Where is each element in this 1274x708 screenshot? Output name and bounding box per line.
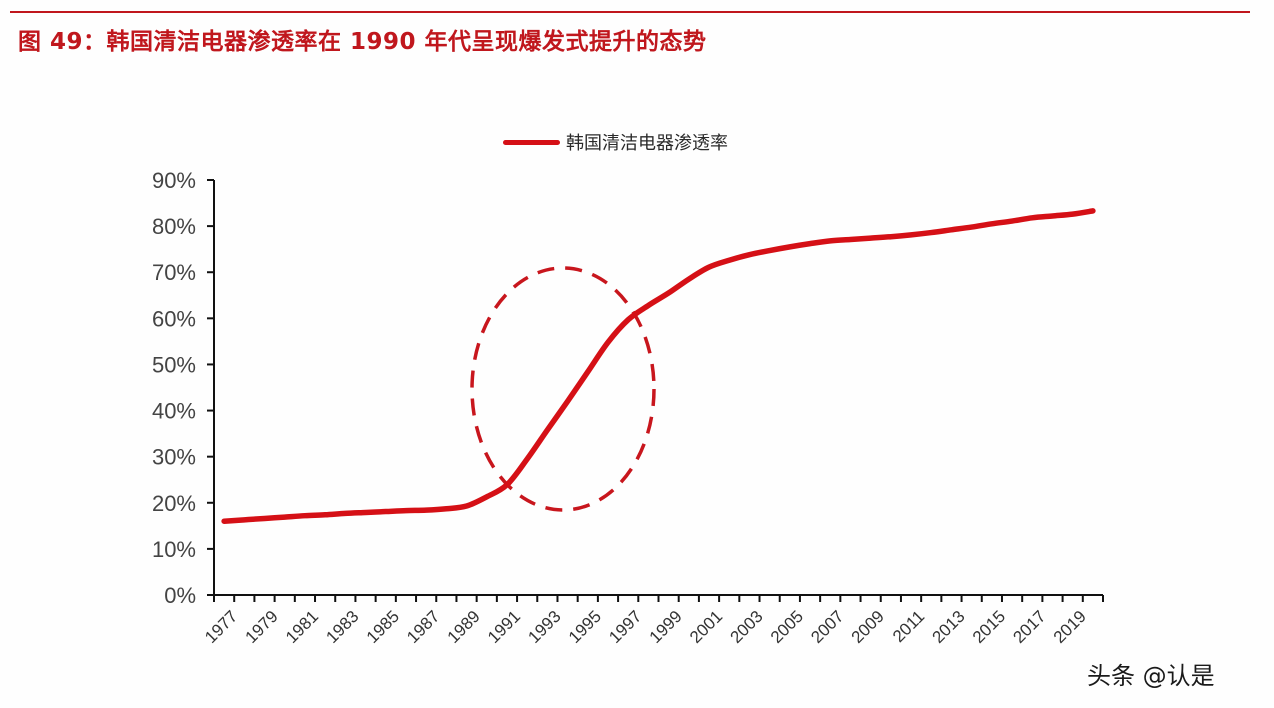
x-tick-label: 1995 (565, 607, 605, 647)
y-tick-label: 50% (152, 352, 196, 377)
y-tick-label: 90% (152, 168, 196, 193)
y-tick-label: 10% (152, 537, 196, 562)
x-tick-label: 1997 (605, 607, 645, 647)
x-tick-label: 2001 (686, 607, 726, 647)
x-tick-label: 1979 (242, 607, 282, 647)
x-tick-label: 1993 (524, 607, 564, 647)
y-tick-label: 40% (152, 399, 196, 424)
y-tick-label: 30% (152, 445, 196, 470)
x-tick-label: 1981 (282, 607, 322, 647)
figure-title: 图 49：韩国清洁电器渗透率在 1990 年代呈现爆发式提升的态势 (18, 29, 707, 55)
y-tick-label: 80% (152, 214, 196, 239)
highlight-ellipse (470, 266, 656, 512)
x-axis: 1977 1979 1981 1983 1985 1987 1989 1991 1993 1995… (201, 594, 1104, 647)
x-tick-label: 1991 (484, 607, 524, 647)
watermark: 头条 @认是 (1087, 662, 1215, 690)
legend-line-swatch (503, 139, 560, 145)
x-tick-label: 2015 (969, 607, 1009, 647)
y-axis: 0% 10% 20% 30% 40% 50% 60% 70% 80% 90% (152, 168, 215, 608)
x-tick-label: 1989 (444, 607, 484, 647)
x-tick-label: 1985 (363, 607, 403, 647)
x-tick-label: 2005 (767, 607, 807, 647)
legend-label: 韩国清洁电器渗透率 (566, 133, 728, 154)
x-tick-label: 1983 (322, 607, 362, 647)
x-tick-label: 1999 (646, 607, 686, 647)
y-tick-label: 0% (164, 583, 196, 608)
x-tick-label: 2019 (1050, 607, 1090, 647)
x-tick-label: 2011 (889, 607, 928, 646)
x-tick-label: 1977 (201, 607, 241, 647)
y-tick-label: 70% (152, 260, 196, 285)
x-tick-label: 1987 (403, 607, 443, 647)
x-tick-label: 2009 (848, 607, 888, 647)
penetration-rate-line (221, 208, 1096, 524)
x-tick-label: 2013 (929, 607, 969, 647)
y-tick-label: 20% (152, 491, 196, 516)
y-tick-label: 60% (152, 306, 196, 331)
x-tick-label: 2003 (726, 607, 766, 647)
chart-legend: 韩国清洁电器渗透率 (503, 129, 728, 155)
x-tick-label: 2017 (1009, 607, 1049, 647)
x-tick-label: 2007 (807, 607, 847, 647)
title-rule (10, 11, 1250, 13)
